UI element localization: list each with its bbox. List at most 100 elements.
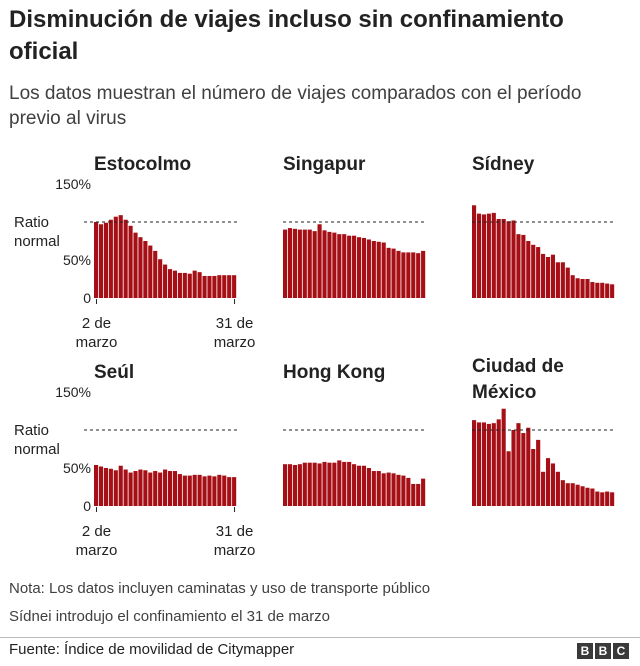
data-bar [580,279,585,298]
data-bar [202,476,207,506]
x-tick-label: marzo [214,334,256,351]
data-bar [94,464,99,506]
data-bar [177,272,182,298]
data-bar [376,471,381,506]
data-bar [317,463,322,506]
data-bar [486,213,491,298]
panel-title: Sídney [472,154,535,175]
data-bar [496,218,501,298]
data-bar [297,229,302,298]
data-bar [411,483,416,506]
data-bar [391,473,396,506]
panel-bars [94,215,237,298]
data-bar [182,475,187,506]
data-bar [138,469,143,506]
data-bar [550,463,556,506]
data-bar [575,278,580,298]
normal-ratio-label: normal [14,441,60,458]
data-bar [501,408,506,506]
data-bar [401,252,406,298]
x-tick-label: 31 de [216,523,254,540]
data-bar [342,461,347,506]
data-bar [118,215,123,298]
data-bar [158,472,163,506]
data-bar [610,492,615,506]
x-tick-label: 2 de [82,523,111,540]
data-bar [521,234,526,298]
data-bar [212,275,217,298]
data-bar [322,461,327,506]
data-bar [491,212,496,298]
panel-title: Ciudad de [472,356,564,377]
data-bar [610,284,615,298]
data-bar [187,475,192,506]
data-bar [217,474,222,506]
data-bar [381,473,386,506]
data-bar [217,275,222,298]
y-tick-label: 150% [55,176,91,192]
data-bar [605,491,610,506]
data-bar [555,262,560,298]
data-bar [212,476,217,506]
data-bar [123,469,128,506]
data-bar [496,419,501,506]
data-bar [167,269,173,298]
data-bar [128,225,133,298]
data-bar [148,245,153,298]
data-bar [411,252,416,298]
data-bar [361,237,367,298]
data-bar [511,430,516,506]
data-bar [327,231,332,298]
data-bar [133,471,138,506]
data-bar [302,462,307,506]
data-bar [416,253,421,298]
data-bar [391,248,396,298]
data-bar [153,250,158,298]
data-bar [222,475,227,506]
data-bar [172,270,178,298]
data-bar [98,466,104,506]
data-bar [103,222,108,298]
data-bar [396,474,401,506]
data-bar [366,239,371,298]
y-tick-label: 0 [83,290,91,306]
data-bar [356,237,362,298]
data-bar [371,471,376,506]
data-bar [292,464,297,506]
data-bar [560,480,565,506]
data-bar [511,220,516,298]
data-bar [207,475,212,506]
panel-bars [283,224,426,298]
data-bar [481,422,486,506]
data-bar [322,230,327,298]
chart-subtitle: Los datos muestran el número de viajes c… [9,83,582,129]
data-bar [94,222,99,298]
data-bar [297,464,302,506]
data-bar [128,472,133,506]
panel-bars [472,408,615,506]
data-bar [192,270,197,298]
data-bar [476,213,482,298]
data-bar [332,462,337,506]
panel-title: Hong Kong [283,362,385,383]
data-bar [138,237,143,298]
data-bar [283,464,288,506]
data-bar [347,235,352,298]
data-bar [486,423,491,506]
data-bar [302,229,307,298]
data-bar [227,275,232,298]
data-bar [526,427,531,506]
data-bar [366,468,371,506]
panel-title: Singapur [283,154,366,175]
chart-title: Disminución de viajes incluso sin confin… [9,6,564,65]
data-bar [337,460,342,506]
data-bar [197,474,202,506]
normal-ratio-label: Ratio [14,422,49,439]
data-bar [506,221,511,298]
y-tick-label: 50% [63,460,91,476]
data-bar [386,247,391,298]
data-bar [531,449,536,506]
data-bar [317,224,322,298]
data-bar [192,474,197,506]
